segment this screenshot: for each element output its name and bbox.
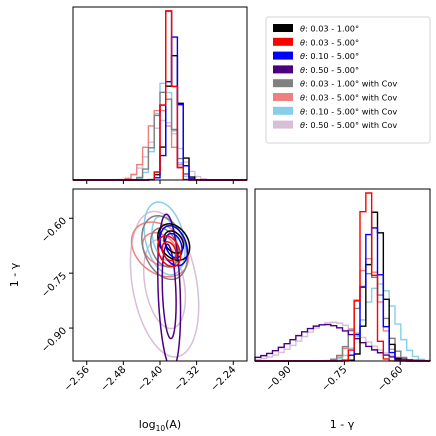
legend-swatch: [273, 120, 293, 129]
contour-2sigma: [130, 221, 190, 278]
legend-swatch: [273, 93, 293, 101]
panel-logA-histogram: [72, 6, 248, 184]
contour-1sigma: [164, 232, 183, 259]
x-axis-label-gamma: 1 - γ: [330, 418, 355, 431]
legend-swatch: [273, 51, 293, 60]
legend-swatch: [273, 106, 293, 115]
legend-entry-label: θ: 0.03 - 5.00°: [300, 37, 359, 47]
legend-swatch: [273, 79, 293, 88]
contour-1sigma: [163, 230, 185, 254]
legend-entry-label: θ: 0.50 - 5.00°: [300, 65, 359, 75]
legend-entry-label: θ: 0.10 - 5.00°: [300, 51, 359, 61]
legend-entry-label: θ: 0.03 - 5.00° with Cov: [300, 93, 397, 103]
legend-entry-label: θ: 0.50 - 5.00° with Cov: [300, 120, 397, 130]
contour-1sigma: [161, 243, 177, 340]
contour-2sigma: [157, 235, 182, 268]
legend: θ: 0.03 - 1.00° θ: 0.03 - 5.00° θ: 0.10 - …: [265, 16, 431, 144]
legend-entry-label: θ: 0.03 - 1.00° with Cov: [300, 79, 397, 89]
panel-frame: [254, 188, 431, 362]
legend-swatch: [273, 24, 293, 32]
contour-2sigma: [157, 223, 191, 262]
legend-entry-label: θ: 0.10 - 5.00° with Cov: [300, 106, 397, 116]
y-axis-label-gamma: 1 - γ: [8, 262, 21, 287]
legend-entry-label: θ: 0.03 - 1.00°: [300, 24, 359, 34]
legend-swatch: [273, 65, 293, 74]
x-axis-label-logA: log10(A): [139, 418, 181, 433]
legend-swatch: [273, 37, 293, 46]
legend-frame: [265, 16, 431, 144]
contour-1sigma: [161, 241, 177, 262]
